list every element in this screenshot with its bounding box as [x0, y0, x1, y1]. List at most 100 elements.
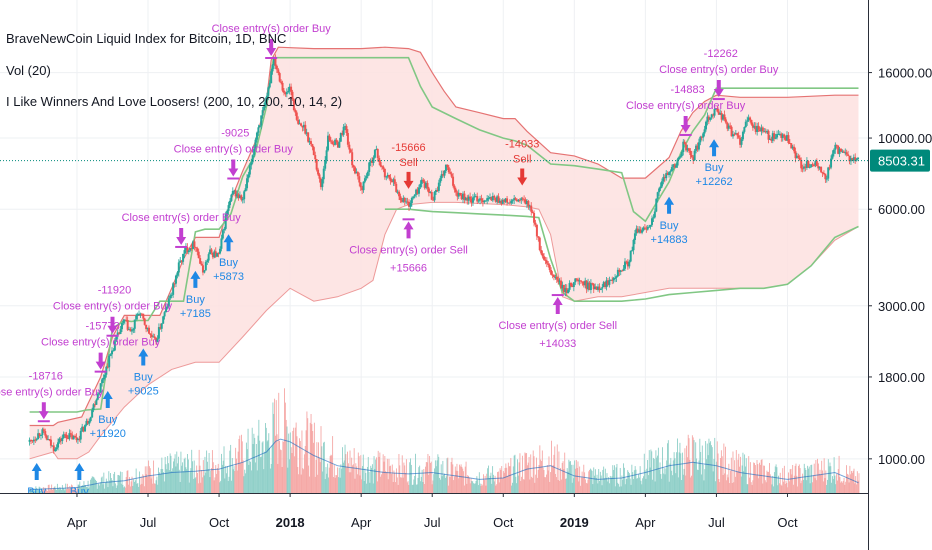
volume-bar [754, 465, 756, 493]
candle [392, 177, 395, 186]
volume-bar [285, 419, 287, 493]
volume-bar [557, 479, 559, 493]
candle [729, 122, 732, 130]
volume-bar [429, 455, 431, 493]
legend-title[interactable]: BraveNewCoin Liquid Index for Bitcoin, 1… [6, 31, 286, 46]
candle [564, 284, 567, 297]
volume-bar [546, 474, 547, 493]
volume-bar [507, 475, 508, 493]
candle [44, 428, 47, 438]
volume-bar [749, 462, 751, 493]
volume-bar [217, 463, 219, 493]
candle-body [419, 183, 422, 188]
volume-bar [388, 458, 390, 493]
candle [120, 322, 123, 333]
volume-bar [502, 471, 504, 493]
volume-bar [328, 477, 329, 493]
volume-bar [719, 482, 721, 493]
candle [740, 136, 743, 148]
volume-bar [384, 456, 386, 493]
volume-bar [738, 453, 740, 493]
candle-body [651, 218, 654, 225]
volume-bar [468, 477, 470, 493]
candle-body [540, 250, 543, 254]
legend-strategy[interactable]: I Like Winners And Love Loosers! (200, 1… [6, 94, 342, 109]
volume-bar [354, 478, 356, 493]
candle-body [106, 366, 109, 368]
volume-bar [90, 479, 92, 493]
candle-body [351, 152, 354, 166]
volume-bar [836, 480, 838, 493]
volume-bar [245, 473, 247, 493]
candle-body [160, 323, 163, 329]
legend-volume[interactable]: Vol (20) [6, 63, 51, 78]
candle [672, 163, 675, 171]
volume-bar [832, 478, 834, 493]
candle [336, 140, 339, 148]
volume-bar [55, 489, 57, 493]
volume-bar [855, 476, 857, 493]
volume-bar [403, 462, 405, 493]
volume-bar [67, 487, 69, 493]
candle [582, 280, 585, 288]
candle [587, 278, 590, 292]
candle [692, 155, 695, 165]
candle-body [729, 125, 732, 127]
close-label: Close entry(s) order Buy [0, 386, 104, 398]
volume-bar [427, 453, 429, 493]
candle [275, 64, 278, 74]
candle [284, 91, 287, 97]
volume-bar [582, 477, 584, 493]
candle [754, 122, 757, 135]
volume-bar [71, 484, 72, 493]
candle [669, 169, 672, 176]
volume-bar [699, 438, 701, 493]
candle-body [389, 177, 392, 182]
candle-body [474, 196, 477, 198]
volume-bar [118, 475, 120, 493]
candle-body [447, 167, 450, 173]
candle [307, 132, 310, 143]
volume-bar [375, 459, 377, 493]
candle-body [230, 194, 233, 201]
volume-bar [496, 484, 498, 493]
volume-bar [676, 452, 678, 493]
candle [524, 197, 527, 205]
volume-bar [760, 459, 762, 493]
current-price-badge [870, 149, 930, 172]
candle [791, 144, 794, 150]
candle [504, 197, 507, 204]
volume-bar [105, 482, 106, 493]
volume-bar [125, 477, 127, 493]
candle-body [717, 111, 720, 115]
volume-bar [95, 480, 97, 493]
candle-body [628, 261, 631, 267]
candle [183, 246, 186, 259]
candle-body [255, 132, 258, 140]
candle-body [196, 248, 199, 252]
candle-body [277, 69, 280, 74]
volume-bar [670, 457, 672, 493]
candle [153, 333, 156, 340]
candle-body [28, 439, 31, 442]
candle-body [834, 144, 837, 150]
candle [132, 327, 135, 334]
candle-body [432, 199, 435, 201]
volume-bar [96, 488, 98, 493]
candle-body [184, 247, 187, 251]
volume-bar [621, 475, 623, 493]
volume-bar [325, 467, 327, 493]
volume-bar [133, 479, 135, 493]
candle-body [719, 112, 722, 115]
candle-body [382, 166, 385, 169]
volume-bar [799, 468, 801, 493]
volume-bar [156, 476, 158, 493]
volume-bar [715, 481, 717, 493]
volume-bar [251, 427, 253, 493]
volume-bar [218, 470, 220, 493]
candle-body [510, 200, 513, 204]
volume-bar [660, 474, 662, 493]
volume-bar [420, 481, 421, 493]
candle-body [527, 200, 530, 207]
